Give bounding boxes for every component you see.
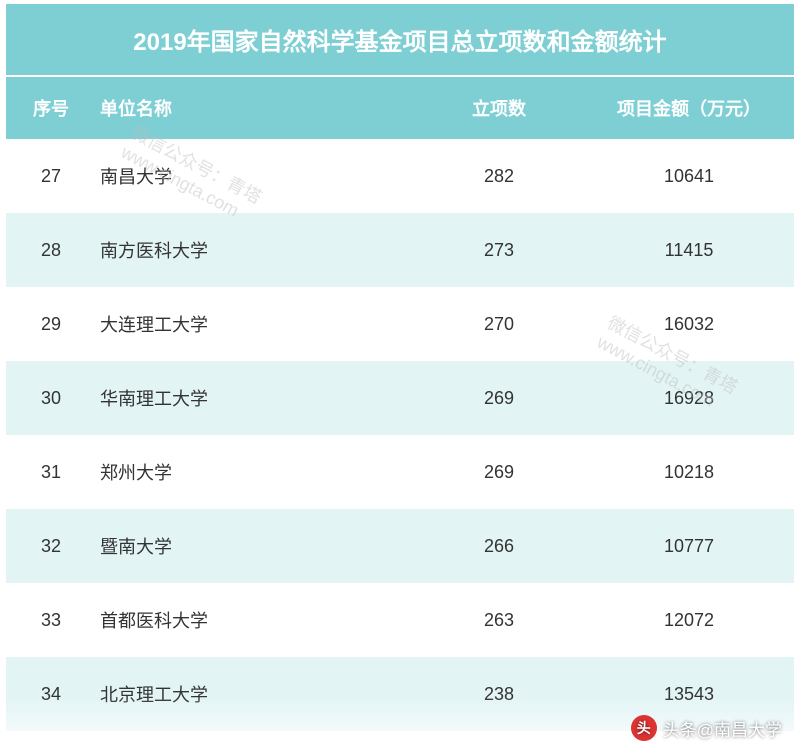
table-row: 29大连理工大学27016032 [6, 287, 794, 361]
col-seq: 序号 [6, 95, 96, 121]
cell-name: 南方医科大学 [96, 237, 414, 263]
toutiao-icon: 头 [631, 715, 657, 741]
cell-name: 郑州大学 [96, 459, 414, 485]
cell-name: 暨南大学 [96, 533, 414, 559]
table-card: 2019年国家自然科学基金项目总立项数和金额统计 序号 单位名称 立项数 项目金… [0, 0, 800, 747]
cell-amount: 10641 [584, 166, 794, 187]
cell-name: 大连理工大学 [96, 311, 414, 337]
cell-amount: 16928 [584, 388, 794, 409]
cell-amount: 10777 [584, 536, 794, 557]
cell-amount: 16032 [584, 314, 794, 335]
cell-count: 269 [414, 388, 584, 409]
source-footer: 头 头条@南昌大学 [631, 715, 782, 741]
table-row: 32暨南大学26610777 [6, 509, 794, 583]
cell-amount: 10218 [584, 462, 794, 483]
col-name: 单位名称 [96, 95, 414, 121]
table-row: 28南方医科大学27311415 [6, 213, 794, 287]
cell-count: 263 [414, 610, 584, 631]
cell-seq: 28 [6, 240, 96, 261]
cell-name: 华南理工大学 [96, 385, 414, 411]
cell-count: 270 [414, 314, 584, 335]
cell-amount: 13543 [584, 684, 794, 705]
cell-count: 282 [414, 166, 584, 187]
cell-name: 北京理工大学 [96, 681, 414, 707]
table-row: 31郑州大学26910218 [6, 435, 794, 509]
table-row: 33首都医科大学26312072 [6, 583, 794, 657]
cell-seq: 32 [6, 536, 96, 557]
table-body: 27南昌大学2821064128南方医科大学2731141529大连理工大学27… [6, 139, 794, 731]
col-amount: 项目金额（万元） [584, 95, 794, 121]
table-row: 27南昌大学28210641 [6, 139, 794, 213]
cell-seq: 34 [6, 684, 96, 705]
page-title: 2019年国家自然科学基金项目总立项数和金额统计 [6, 4, 794, 75]
cell-count: 269 [414, 462, 584, 483]
cell-seq: 27 [6, 166, 96, 187]
cell-count: 273 [414, 240, 584, 261]
source-label: 头条@南昌大学 [663, 716, 782, 741]
cell-seq: 29 [6, 314, 96, 335]
cell-name: 南昌大学 [96, 163, 414, 189]
cell-name: 首都医科大学 [96, 607, 414, 633]
cell-count: 238 [414, 684, 584, 705]
cell-seq: 31 [6, 462, 96, 483]
cell-count: 266 [414, 536, 584, 557]
cell-amount: 11415 [584, 240, 794, 261]
cell-amount: 12072 [584, 610, 794, 631]
cell-seq: 33 [6, 610, 96, 631]
cell-seq: 30 [6, 388, 96, 409]
table-row: 30华南理工大学26916928 [6, 361, 794, 435]
table-header: 序号 单位名称 立项数 项目金额（万元） [6, 75, 794, 139]
card: 2019年国家自然科学基金项目总立项数和金额统计 序号 单位名称 立项数 项目金… [6, 4, 794, 731]
col-count: 立项数 [414, 95, 584, 121]
